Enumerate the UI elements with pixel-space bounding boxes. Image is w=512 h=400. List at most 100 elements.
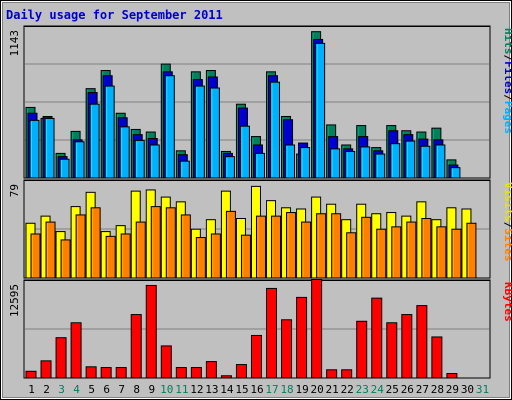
bar-kbytes (416, 305, 428, 379)
bar-kbytes (130, 314, 142, 379)
bar-pages (134, 139, 145, 179)
bar-sites (90, 207, 101, 279)
bar-pages (450, 167, 461, 179)
bar-pages (89, 103, 100, 179)
panel-2: 79 Visits/Sites (8, 179, 512, 279)
x-tick-label: 30 (461, 383, 474, 396)
x-tick-label: 15 (235, 383, 248, 396)
bar-kbytes (205, 361, 217, 379)
bar-pages (345, 150, 356, 179)
bar-kbytes (431, 336, 443, 379)
bar-pages (420, 145, 431, 179)
bar-pages (179, 160, 190, 179)
x-tick-label: 22 (341, 383, 354, 396)
bar-kbytes (85, 366, 97, 379)
bar-sites (120, 233, 131, 279)
x-tick-label: 11 (175, 383, 188, 396)
bar-pages (104, 85, 115, 179)
x-tick-label: 21 (326, 383, 339, 396)
bar-pages (375, 153, 386, 179)
bar-pages (209, 87, 220, 179)
x-axis-labels: 1 2 3 4 5 6 7 8 9 10 11 12 13 14 15 16 17 18 19 20 21 22 23 24 2… (28, 383, 489, 396)
x-tick-label: 8 (133, 383, 140, 396)
chart-title: Daily usage for September 2011 (6, 8, 223, 22)
x-tick-label: 7 (118, 383, 125, 396)
bar-sites (451, 228, 462, 279)
y-max-label: 79 (8, 184, 21, 197)
bar-sites (240, 234, 251, 279)
bar-kbytes (311, 278, 323, 379)
bar-sites (135, 221, 146, 279)
bar-sites (346, 232, 357, 279)
bar-kbytes (235, 364, 247, 379)
legend-separator: / (502, 55, 512, 62)
bar-pages (270, 81, 281, 179)
bar-sites (301, 221, 312, 279)
x-tick-label: 29 (446, 383, 459, 396)
x-tick-label: 19 (295, 383, 308, 396)
legend-labels: Hits/Files/Pages (502, 28, 512, 134)
bar-sites (30, 233, 41, 279)
x-tick-label: 23 (356, 383, 369, 396)
bar-sites (45, 221, 56, 279)
bar-kbytes (341, 369, 353, 379)
x-tick-label: 3 (58, 383, 65, 396)
bar-pages (300, 147, 311, 179)
bar-sites (406, 221, 417, 279)
bar-sites (286, 212, 297, 279)
bar-sites (316, 213, 327, 279)
bar-pages (164, 75, 175, 179)
bar-kbytes (326, 369, 338, 379)
bar-kbytes (250, 334, 262, 379)
bar-kbytes (25, 370, 37, 379)
x-tick-label: 10 (160, 383, 173, 396)
bar-kbytes (115, 367, 127, 379)
bar-sites (165, 207, 176, 279)
bar-pages (239, 125, 250, 179)
bar-kbytes (446, 373, 458, 379)
bar-kbytes (40, 360, 52, 379)
x-tick-label: 16 (250, 383, 263, 396)
bar-pages (59, 158, 70, 179)
bar-sites (255, 215, 266, 279)
bar-sites (271, 215, 282, 279)
bar-kbytes (145, 284, 157, 379)
bar-pages (254, 152, 265, 179)
bar-sites (361, 216, 372, 279)
x-tick-label: 4 (73, 383, 80, 396)
legend-sites: Sites (502, 228, 512, 261)
bar-kbytes (160, 345, 172, 379)
x-tick-label: 17 (265, 383, 278, 396)
bar-sites (376, 228, 387, 279)
bar-pages (149, 144, 160, 179)
bar-sites (436, 226, 447, 279)
bar-kbytes (296, 296, 308, 379)
x-tick-label: 12 (190, 383, 203, 396)
x-tick-label: 27 (416, 383, 429, 396)
y-max-label: 12595 (8, 284, 21, 317)
bar-pages (405, 140, 416, 179)
bar-pages (44, 117, 55, 179)
bar-kbytes (100, 367, 112, 379)
bar-sites (180, 214, 191, 279)
bar-sites (195, 237, 206, 279)
bar-sites (225, 210, 236, 279)
bar-kbytes (55, 337, 67, 379)
bar-kbytes (356, 320, 368, 379)
bar-pages (74, 141, 85, 179)
bar-pages (119, 126, 130, 179)
bar-pages (224, 156, 235, 179)
x-tick-label: 26 (401, 383, 414, 396)
y-max-label: 1143 (8, 30, 21, 57)
bar-kbytes (371, 297, 383, 379)
legend-pages: Pages (502, 101, 512, 134)
x-tick-label: 5 (88, 383, 95, 396)
legend-kbytes: KBytes (502, 282, 512, 322)
bar-kbytes (401, 314, 413, 379)
legend-visits: Visits (502, 182, 512, 222)
bar-pages (360, 146, 371, 179)
x-tick-label: 13 (205, 383, 218, 396)
bar-kbytes (266, 287, 278, 379)
